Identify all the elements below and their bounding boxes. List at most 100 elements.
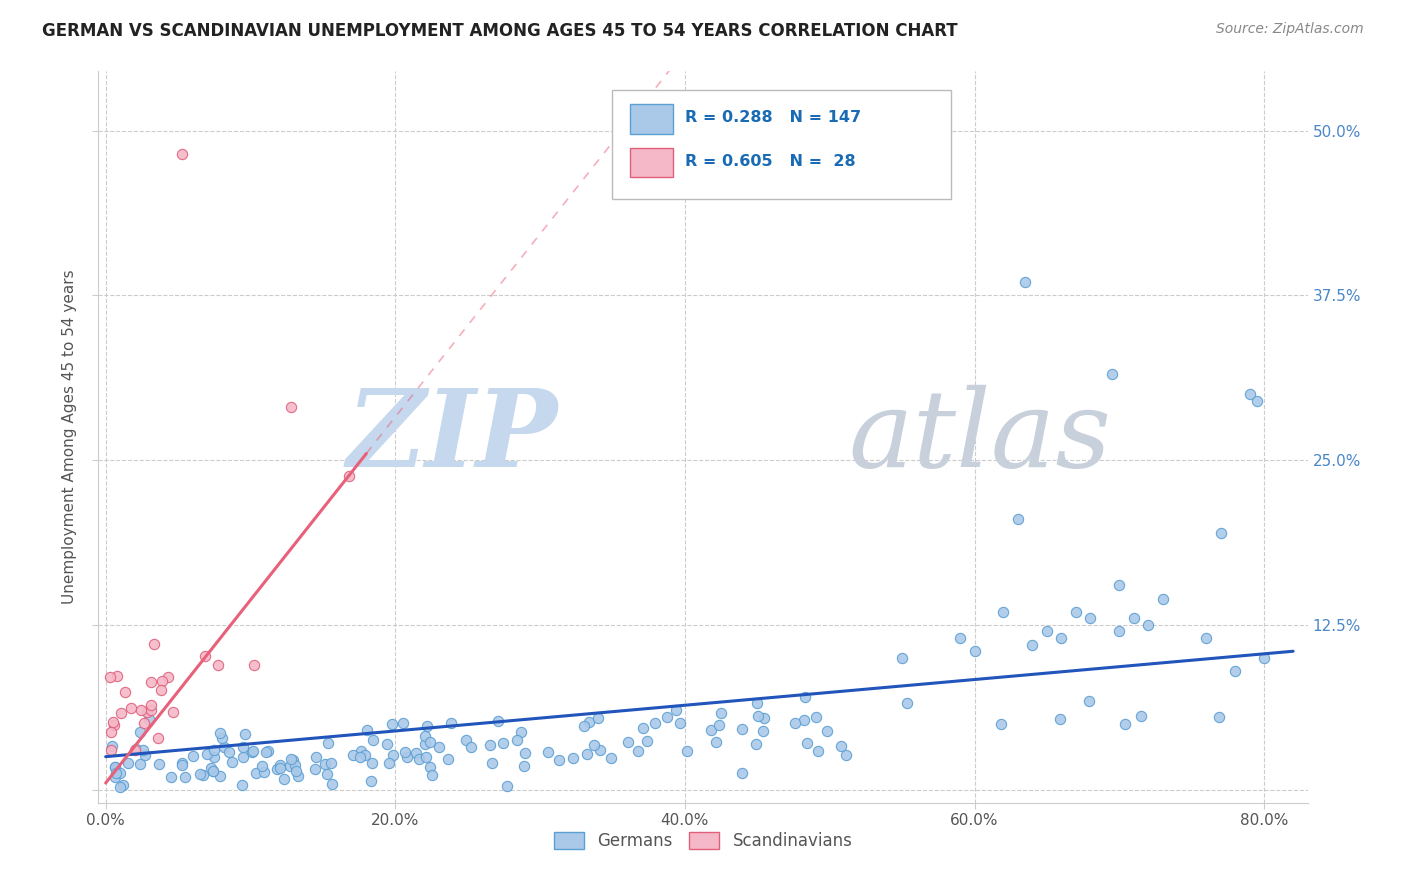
Point xyxy=(949,631,972,645)
Point xyxy=(572,719,595,733)
Point xyxy=(124,743,146,757)
Point xyxy=(361,733,384,747)
Point xyxy=(429,739,451,754)
Point xyxy=(278,759,301,773)
Point xyxy=(377,756,399,771)
Point xyxy=(280,401,302,415)
Point xyxy=(513,759,536,773)
Point xyxy=(202,749,225,764)
Point xyxy=(231,778,253,792)
Point xyxy=(138,712,160,726)
Point xyxy=(221,756,243,770)
Point xyxy=(208,726,231,740)
Point xyxy=(1007,512,1029,526)
Point xyxy=(319,756,342,771)
Point xyxy=(304,762,326,776)
Point xyxy=(783,716,806,731)
Point xyxy=(578,714,600,729)
Point xyxy=(354,747,377,762)
Point xyxy=(170,758,193,772)
Point xyxy=(315,766,337,780)
Point xyxy=(114,685,136,699)
FancyBboxPatch shape xyxy=(630,104,672,134)
Point xyxy=(963,644,986,658)
Point xyxy=(208,769,231,783)
Point xyxy=(1130,709,1153,723)
Point xyxy=(589,743,612,757)
Legend: Germans, Scandinavians: Germans, Scandinavians xyxy=(547,825,859,856)
Point xyxy=(139,703,162,717)
Point xyxy=(125,741,148,756)
Point xyxy=(627,744,650,758)
Text: GERMAN VS SCANDINAVIAN UNEMPLOYMENT AMONG AGES 45 TO 54 YEARS CORRELATION CHART: GERMAN VS SCANDINAVIAN UNEMPLOYMENT AMON… xyxy=(42,22,957,40)
Point xyxy=(1108,624,1130,639)
Point xyxy=(110,706,132,720)
Point xyxy=(218,745,240,759)
Point xyxy=(704,734,727,748)
Point xyxy=(337,469,360,483)
Point xyxy=(211,731,233,745)
Point xyxy=(806,709,828,723)
Point xyxy=(1036,624,1059,639)
Point xyxy=(361,756,384,771)
Point xyxy=(104,765,127,780)
Text: R = 0.605   N =  28: R = 0.605 N = 28 xyxy=(685,153,855,169)
Point xyxy=(181,749,204,764)
Point xyxy=(731,723,754,737)
Point xyxy=(807,743,830,757)
Point xyxy=(104,760,127,774)
Point xyxy=(98,670,121,684)
Point xyxy=(394,745,416,759)
Point xyxy=(492,736,515,750)
Point xyxy=(1049,712,1071,726)
FancyBboxPatch shape xyxy=(613,90,950,200)
Point xyxy=(201,764,224,778)
Point xyxy=(1050,631,1073,645)
Point xyxy=(496,779,519,793)
Point xyxy=(617,735,640,749)
Point xyxy=(377,737,399,751)
Point xyxy=(700,723,723,737)
Point xyxy=(117,756,139,770)
Point xyxy=(132,742,155,756)
Point xyxy=(1239,387,1261,401)
Point xyxy=(105,669,128,683)
Point xyxy=(160,770,183,784)
Point xyxy=(586,711,609,725)
Point xyxy=(172,147,194,161)
Point xyxy=(1064,605,1087,619)
Point xyxy=(232,750,254,764)
Point xyxy=(349,750,371,764)
Point xyxy=(793,713,815,727)
Point xyxy=(419,760,441,774)
Point xyxy=(583,738,606,752)
Point xyxy=(408,752,430,766)
Point xyxy=(305,749,328,764)
Point xyxy=(456,732,478,747)
Point xyxy=(751,723,773,738)
Point xyxy=(256,744,278,758)
Point xyxy=(120,701,142,715)
Point xyxy=(796,736,818,750)
Point xyxy=(252,758,274,772)
Point xyxy=(1137,618,1160,632)
Point xyxy=(1122,611,1144,625)
Point xyxy=(1209,525,1232,540)
Point xyxy=(509,725,531,739)
Point xyxy=(233,727,256,741)
Point xyxy=(174,770,197,784)
Point xyxy=(146,731,169,745)
Point xyxy=(316,736,339,750)
Point xyxy=(242,744,264,758)
Point xyxy=(830,739,852,754)
Point xyxy=(110,766,132,780)
Point xyxy=(478,738,501,752)
Point xyxy=(100,739,122,754)
Point xyxy=(129,757,152,772)
Point xyxy=(644,715,666,730)
Point xyxy=(420,768,443,782)
Point xyxy=(381,747,404,762)
Point xyxy=(1208,709,1230,723)
Point xyxy=(170,756,193,770)
Point xyxy=(794,690,817,704)
